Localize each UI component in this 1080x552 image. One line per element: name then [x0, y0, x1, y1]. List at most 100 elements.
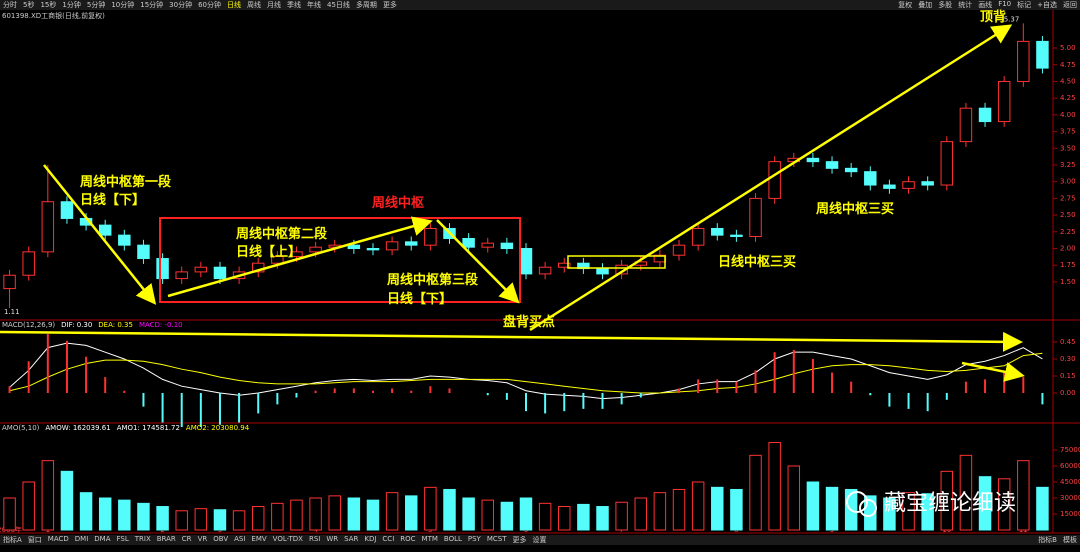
toolbar-item[interactable]: 多周期	[355, 1, 377, 9]
toolbar-item[interactable]: 复权	[898, 1, 913, 9]
candle-body	[806, 157, 820, 163]
toolbar-item[interactable]: 多股	[938, 1, 953, 9]
volume-bar	[424, 486, 437, 531]
y-tick-label: 4.00	[1060, 111, 1076, 119]
tab[interactable]: PSY	[467, 535, 481, 543]
toolbar-item[interactable]: 30分钟	[169, 1, 193, 9]
tab[interactable]: ASI	[234, 535, 246, 543]
tab[interactable]: 指标B	[1038, 536, 1057, 544]
volume-bar	[137, 502, 150, 531]
tab[interactable]: DMA	[94, 535, 111, 543]
toolbar-item[interactable]: 画线	[978, 1, 993, 9]
y-tick-label: 15000	[1060, 510, 1080, 518]
y-tick-label: 4.25	[1060, 94, 1076, 102]
tab[interactable]: DMI	[74, 535, 89, 543]
toolbar-item[interactable]: 15分钟	[140, 1, 164, 9]
indicator-line	[9, 342, 1043, 400]
toolbar-item[interactable]: 1分钟	[62, 1, 81, 9]
tab[interactable]: CCI	[382, 535, 395, 543]
volume-bar	[711, 486, 724, 531]
toolbar-item[interactable]: 年线	[307, 1, 322, 9]
toolbar-item[interactable]: 分时	[3, 1, 17, 9]
toolbar-item[interactable]: 10分钟	[111, 1, 135, 9]
candle-body	[309, 246, 322, 253]
volume-bar	[271, 502, 284, 531]
tab[interactable]: VR	[197, 535, 208, 543]
toolbar: 分时 5秒 15秒 1分钟 5分钟 10分钟 15分钟 30分钟 60分钟 日线 周线 月线 季线 年线 4…	[0, 0, 1080, 10]
volume-bar	[41, 460, 55, 531]
tab[interactable]: 设置	[532, 536, 547, 544]
tab[interactable]: FSL	[116, 535, 129, 543]
toolbar-item[interactable]: 月线	[267, 1, 282, 9]
candle-body	[347, 244, 361, 250]
toolbar-item[interactable]: 季线	[287, 1, 302, 9]
toolbar-item[interactable]: 叠加	[918, 1, 933, 9]
toolbar-item[interactable]: 周线	[247, 1, 262, 9]
toolbar-item[interactable]: 45日线	[327, 1, 350, 9]
annotation: 周线中枢第一段	[80, 175, 172, 190]
y-tick-label: 3.50	[1060, 144, 1076, 152]
y-tick-label: 60000	[1060, 462, 1080, 470]
toolbar-item[interactable]: 日线	[227, 1, 242, 9]
tab[interactable]: KDJ	[364, 535, 377, 543]
tab[interactable]: OBV	[213, 535, 229, 543]
legend-entry: DIF: 0.30	[61, 321, 93, 329]
y-tick-label: 4.75	[1060, 61, 1076, 69]
value-label: 5.37	[1004, 15, 1020, 23]
candle-body	[730, 234, 743, 237]
arrow	[43, 164, 157, 305]
tab[interactable]: SAR	[344, 535, 359, 543]
indicator-header: AMO(5,10) AMOW: 162039.61 AMO1: 174581.72 A…	[2, 424, 255, 432]
tab[interactable]: VOL-TDX	[272, 535, 303, 543]
toolbar-item[interactable]: F10	[998, 0, 1012, 8]
tab[interactable]: 指标A	[3, 536, 22, 544]
tab[interactable]: WR	[326, 535, 339, 543]
tab[interactable]: 模板	[1063, 536, 1077, 544]
tab[interactable]: MCST	[486, 535, 507, 543]
tab[interactable]: EMV	[251, 535, 267, 543]
candle-body	[691, 227, 705, 246]
tab[interactable]: BRAR	[156, 535, 176, 543]
volume-bar	[959, 454, 973, 531]
y-tick-label: 3.00	[1060, 178, 1076, 186]
y-tick-label: 1.50	[1060, 278, 1076, 286]
toolbar-item[interactable]: +自选	[1037, 1, 1057, 9]
tab[interactable]: ROC	[400, 535, 416, 543]
tab[interactable]: 窗口	[27, 536, 42, 544]
indicator-header: MACD(12,26,9) DIF: 0.30 DEA: 0.35 MACD: -0.…	[2, 321, 189, 329]
tab[interactable]: RSI	[308, 535, 321, 543]
toolbar-item[interactable]: 5分钟	[86, 1, 106, 9]
volume-bar	[806, 481, 820, 531]
y-tick-label: 0.00	[1060, 389, 1076, 397]
candle-body	[959, 107, 973, 143]
arrow	[167, 216, 433, 298]
pivot-box	[567, 255, 666, 269]
candle-body	[156, 258, 169, 280]
volume-bar	[691, 481, 705, 531]
annotation: 顶背	[980, 10, 1007, 25]
chart-title: 601398.XD工商银(日线,前复权)	[2, 12, 105, 20]
toolbar-item[interactable]: 15秒	[40, 1, 57, 9]
toolbar-item[interactable]: 标记	[1017, 1, 1032, 9]
toolbar-item[interactable]: 更多	[382, 1, 397, 9]
volume-bar	[500, 501, 514, 531]
tab[interactable]: MACD	[47, 535, 69, 543]
volume-bar	[615, 501, 628, 531]
volume-bar	[404, 495, 418, 531]
legend-entry: AMO2: 203080.94	[185, 424, 250, 432]
tab[interactable]: CR	[181, 535, 192, 543]
toolbar-item[interactable]: 返回	[1063, 1, 1077, 9]
toolbar-item[interactable]: 5秒	[23, 1, 35, 9]
volume-bar	[366, 499, 380, 531]
volume-bar	[22, 481, 35, 531]
watermark: 藏宝缠论细读	[884, 491, 1016, 516]
tab[interactable]: BOLL	[443, 535, 462, 543]
volume-bar	[768, 442, 781, 531]
tab[interactable]: MTM	[421, 535, 438, 543]
tab[interactable]: 更多	[512, 536, 527, 544]
tab[interactable]: TRIX	[134, 535, 151, 543]
toolbar-item[interactable]: 统计	[958, 1, 973, 9]
legend-entry: AMO(5,10)	[2, 424, 40, 432]
toolbar-item[interactable]: 60分钟	[198, 1, 222, 9]
y-tick-label: 4.50	[1060, 77, 1076, 85]
